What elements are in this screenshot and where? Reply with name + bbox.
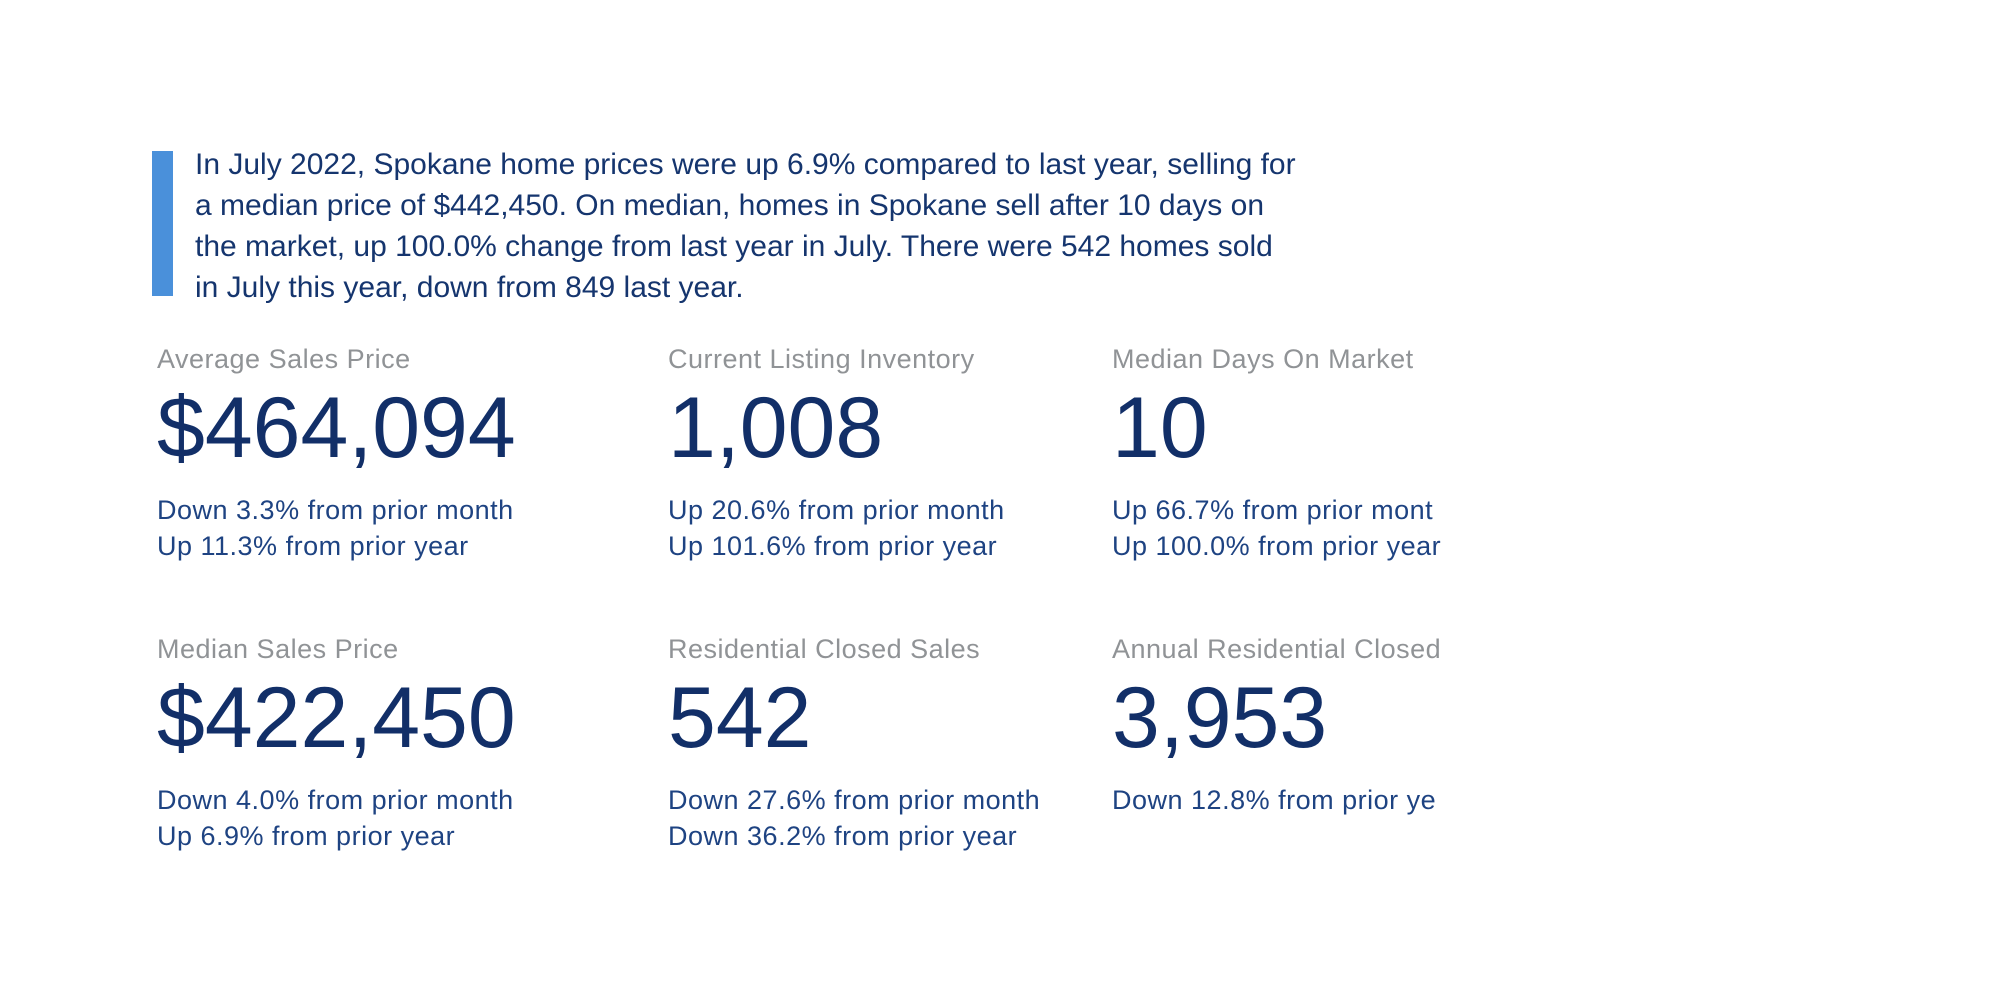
stat-value: 1,008 — [668, 380, 884, 476]
stat-change-month: Down 3.3% from prior month — [157, 495, 514, 525]
summary-line-1: In July 2022, Spokane home prices were u… — [195, 148, 1296, 181]
stats-grid: Average Sales Price $464,094 Down 3.3% f… — [157, 346, 1462, 866]
stat-changes: Up 66.7% from prior mont Up 100.0% from … — [1112, 492, 1462, 564]
stat-card-annual-residential-closed: Annual Residential Closed 3,953 Down 12.… — [1112, 636, 1462, 866]
stat-changes: Down 12.8% from prior ye — [1112, 782, 1462, 818]
stat-change-year: Down 36.2% from prior year — [668, 821, 1018, 851]
stat-change-year: Down 12.8% from prior ye — [1112, 785, 1437, 815]
stat-changes: Up 20.6% from prior month Up 101.6% from… — [668, 492, 1112, 564]
stat-card-average-sales-price: Average Sales Price $464,094 Down 3.3% f… — [157, 346, 668, 636]
stat-value: $464,094 — [157, 380, 516, 476]
summary-line-4: in July this year, down from 849 last ye… — [195, 271, 744, 304]
stat-label: Average Sales Price — [157, 346, 411, 374]
stats-section: Average Sales Price $464,094 Down 3.3% f… — [157, 346, 1462, 866]
summary-line-3: the market, up 100.0% change from last y… — [195, 230, 1273, 263]
stat-change-year: Up 6.9% from prior year — [157, 821, 456, 851]
stat-value: 10 — [1112, 380, 1208, 476]
stat-change-year: Up 101.6% from prior year — [668, 531, 998, 561]
market-summary-text: In July 2022, Spokane home prices were u… — [195, 144, 1296, 308]
stat-change-year: Up 11.3% from prior year — [157, 531, 469, 561]
stat-change-month: Up 20.6% from prior month — [668, 495, 1005, 525]
stat-value: 542 — [668, 670, 812, 766]
stat-card-median-sales-price: Median Sales Price $422,450 Down 4.0% fr… — [157, 636, 668, 866]
stat-label: Median Sales Price — [157, 634, 399, 664]
stat-value: 3,953 — [1112, 670, 1328, 766]
quote-accent-bar — [152, 151, 173, 296]
stat-label: Annual Residential Closed — [1112, 634, 1442, 664]
stat-changes: Down 4.0% from prior month Up 6.9% from … — [157, 782, 668, 854]
stat-label: Median Days On Market — [1112, 346, 1414, 374]
stat-change-month: Down 27.6% from prior month — [668, 785, 1041, 815]
stat-changes: Down 3.3% from prior month Up 11.3% from… — [157, 492, 668, 564]
summary-line-2: a median price of $442,450. On median, h… — [195, 189, 1264, 222]
stat-value: $422,450 — [157, 670, 516, 766]
stat-card-residential-closed-sales: Residential Closed Sales 542 Down 27.6% … — [668, 636, 1112, 866]
stat-change-year: Up 100.0% from prior year — [1112, 531, 1442, 561]
stat-change-month: Up 66.7% from prior mont — [1112, 495, 1434, 525]
stat-change-month: Down 4.0% from prior month — [157, 785, 514, 815]
stat-changes: Down 27.6% from prior month Down 36.2% f… — [668, 782, 1112, 854]
stat-label: Current Listing Inventory — [668, 346, 975, 374]
market-summary-quote: In July 2022, Spokane home prices were u… — [152, 144, 1472, 308]
stat-card-current-listing-inventory: Current Listing Inventory 1,008 Up 20.6%… — [668, 346, 1112, 636]
stat-label: Residential Closed Sales — [668, 634, 981, 664]
stat-card-median-days-on-market: Median Days On Market 10 Up 66.7% from p… — [1112, 346, 1462, 636]
